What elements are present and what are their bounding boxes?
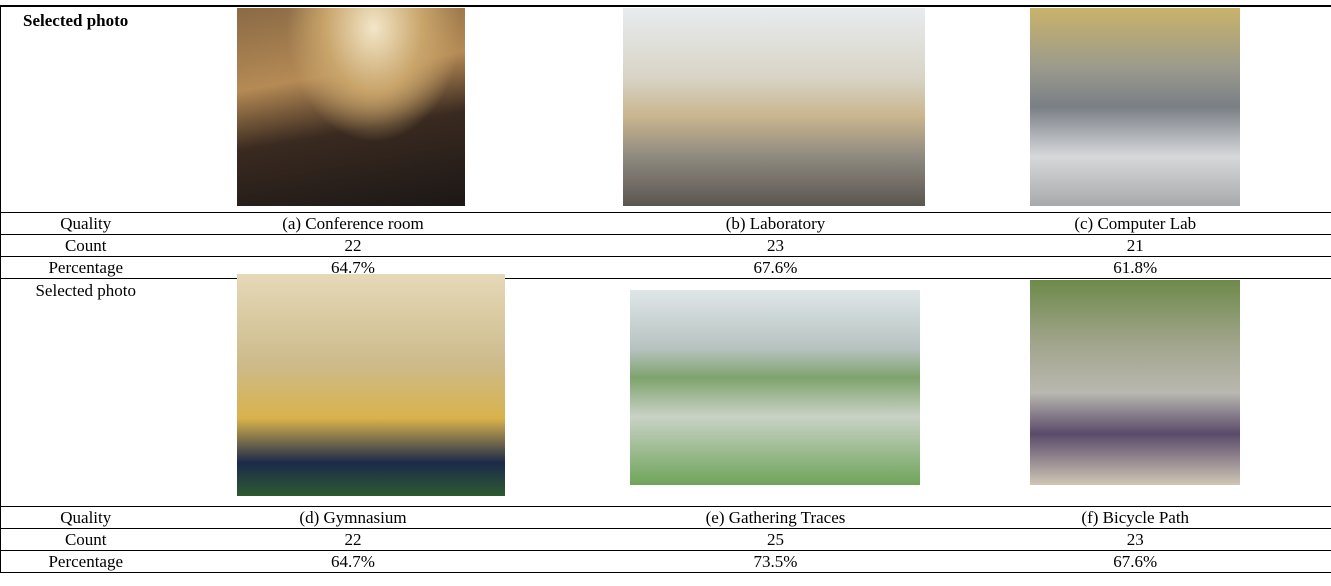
count-row: Count 22 25 23 xyxy=(0,528,1331,551)
photo-gymnasium xyxy=(237,274,505,496)
photo-bicycle-path xyxy=(1030,280,1240,485)
cell: 67.6% xyxy=(1015,550,1331,573)
cell: (a) Conference room xyxy=(170,212,536,235)
cell: (b) Laboratory xyxy=(535,212,1016,235)
row-label: Quality xyxy=(0,212,171,235)
cell: 73.5% xyxy=(535,550,1016,573)
row-label: Count xyxy=(0,528,171,551)
count-row: Count 22 23 21 xyxy=(0,234,1331,257)
cell: 23 xyxy=(1015,528,1331,551)
cell: (e) Gathering Traces xyxy=(535,506,1016,529)
quality-row: Quality (a) Conference room (b) Laborato… xyxy=(0,212,1331,235)
photo-gathering-traces xyxy=(630,290,920,485)
photo-conference-room xyxy=(237,8,465,206)
row-label: Count xyxy=(0,234,171,257)
cell: (d) Gymnasium xyxy=(170,506,536,529)
photo-computer-lab xyxy=(1030,8,1240,206)
row-label: Percentage xyxy=(0,256,171,279)
percentage-row: Percentage 64.7% 73.5% 67.6% xyxy=(0,550,1331,573)
row-label: Percentage xyxy=(0,550,171,573)
quality-row: Quality (d) Gymnasium (e) Gathering Trac… xyxy=(0,506,1331,529)
cell: 64.7% xyxy=(170,550,536,573)
row-label: Selected photo xyxy=(0,5,171,213)
cell: 25 xyxy=(535,528,1016,551)
row-label: Quality xyxy=(0,506,171,529)
row-label: Selected photo xyxy=(0,278,171,507)
percentage-row: Percentage 64.7% 67.6% 61.8% xyxy=(0,256,1331,279)
cell: 67.6% xyxy=(535,256,1016,279)
cell: (c) Computer Lab xyxy=(1015,212,1331,235)
cell: 22 xyxy=(170,528,536,551)
cell: 22 xyxy=(170,234,536,257)
cell: 21 xyxy=(1015,234,1331,257)
photo-laboratory xyxy=(623,8,925,206)
cell: 61.8% xyxy=(1015,256,1331,279)
cell: (f) Bicycle Path xyxy=(1015,506,1331,529)
cell: 23 xyxy=(535,234,1016,257)
